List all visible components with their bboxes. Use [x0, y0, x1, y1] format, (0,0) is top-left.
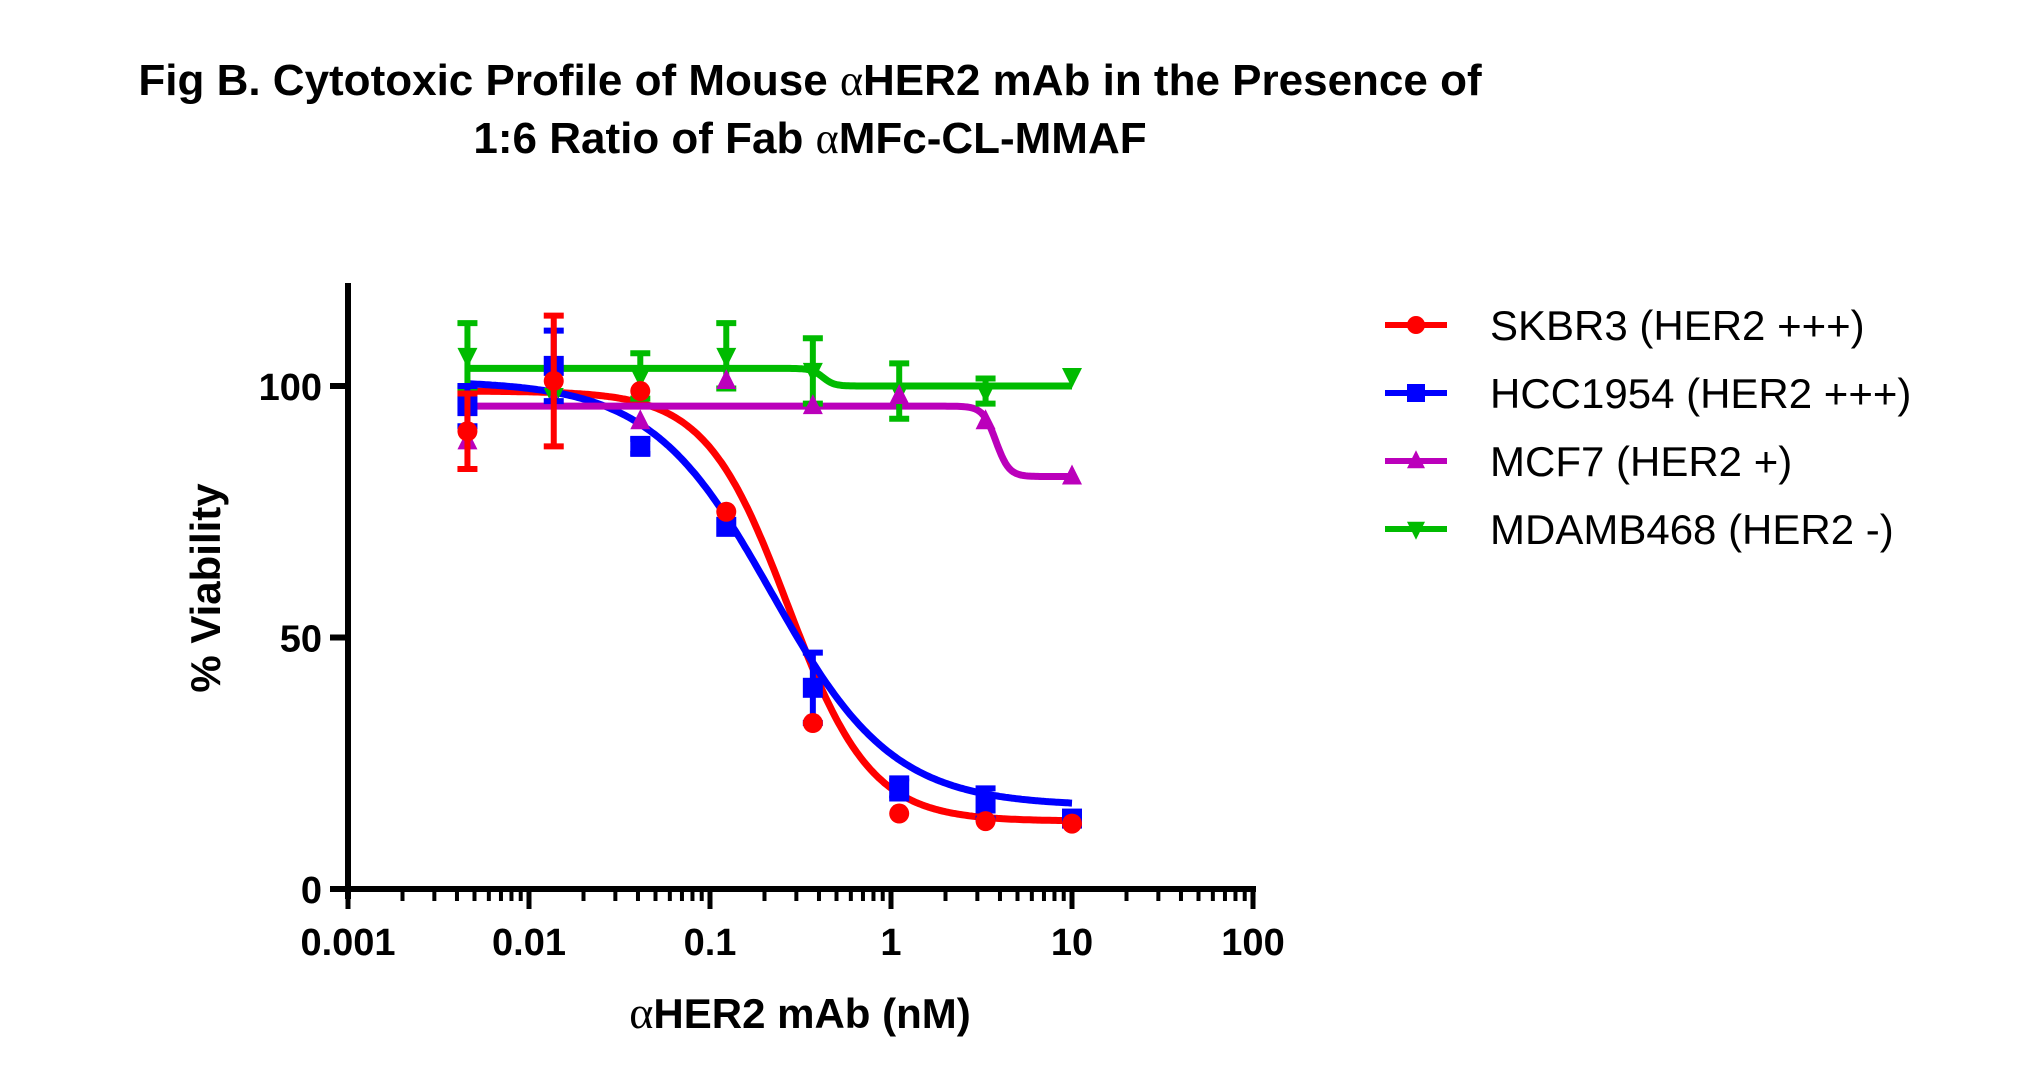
data-point — [1062, 464, 1082, 485]
y-axis-title: % Viability — [182, 483, 229, 693]
x-tick-label: 0.001 — [300, 922, 395, 964]
legend-item: MDAMB468 (HER2 -) — [1385, 506, 1894, 553]
data-points — [457, 312, 1082, 834]
data-point — [975, 383, 996, 404]
fit-curve-hcc1954 — [466, 380, 1074, 807]
data-point — [630, 436, 651, 457]
data-point — [1062, 813, 1082, 834]
legend-marker — [1407, 384, 1425, 402]
data-point — [716, 516, 737, 537]
x-axis-title-alpha: α — [629, 987, 653, 1038]
data-point — [802, 677, 823, 698]
legend: SKBR3 (HER2 +++) HCC1954 (HER2 +++) MCF7 (… — [1385, 302, 1911, 553]
x-tick-label: 10 — [1051, 922, 1093, 964]
legend-label: SKBR3 (HER2 +++) — [1490, 302, 1865, 349]
y-tick-label: 50 — [280, 619, 322, 661]
data-point — [802, 394, 823, 415]
data-point — [975, 811, 996, 832]
fit-curve-mdamb468 — [466, 364, 1074, 390]
data-point — [543, 370, 564, 391]
axes: 0 50 100 0.001 0.01 0.1 1 10 100 — [259, 283, 1285, 964]
legend-item: HCC1954 (HER2 +++) — [1385, 370, 1911, 417]
legend-label: MDAMB468 (HER2 -) — [1490, 506, 1894, 553]
data-point — [630, 381, 651, 402]
data-point — [457, 347, 478, 368]
alpha-symbol: α — [839, 56, 864, 105]
legend-label: MCF7 (HER2 +) — [1490, 438, 1792, 485]
data-point — [1062, 367, 1082, 388]
series-skbr3 — [457, 312, 1082, 834]
data-point — [630, 367, 651, 388]
x-tick-label: 0.01 — [492, 922, 566, 964]
legend-marker — [1407, 521, 1425, 540]
x-tick-label: 100 — [1221, 922, 1284, 964]
chart-title-line-2: 1:6 Ratio of Fab αMFc-CL-MMAF — [473, 114, 1147, 163]
y-tick-label: 0 — [301, 870, 322, 912]
x-axis-title: αHER2 mAb (nM) — [629, 987, 970, 1038]
x-axis-title-text: HER2 mAb (nM) — [653, 990, 970, 1037]
data-point — [716, 501, 737, 522]
data-point — [716, 347, 737, 368]
data-point — [975, 409, 996, 430]
data-point — [630, 409, 651, 430]
data-point — [889, 778, 910, 799]
legend-marker — [1407, 316, 1425, 334]
y-tick-label: 100 — [259, 367, 322, 409]
fit-curve-mcf7 — [466, 402, 1074, 480]
chart-title: Fig B. Cytotoxic Profile of Mouse αHER2 … — [0, 52, 1620, 168]
data-point — [802, 713, 823, 734]
data-point — [457, 421, 478, 442]
fit-curves — [466, 364, 1074, 825]
chart-title-line-1: Fig B. Cytotoxic Profile of Mouse αHER2 … — [138, 56, 1482, 105]
data-point — [716, 368, 737, 389]
data-point — [889, 803, 910, 824]
data-point — [889, 384, 910, 405]
x-tick-label: 1 — [880, 922, 901, 964]
data-point — [975, 793, 996, 814]
x-tick-label: 0.1 — [684, 922, 737, 964]
fit-curve-skbr3 — [466, 387, 1074, 825]
legend-item: SKBR3 (HER2 +++) — [1385, 302, 1865, 349]
legend-item: MCF7 (HER2 +) — [1385, 438, 1792, 485]
legend-label: HCC1954 (HER2 +++) — [1490, 370, 1911, 417]
data-point — [802, 362, 823, 383]
legend-marker — [1407, 450, 1425, 469]
alpha-symbol: α — [815, 114, 839, 163]
